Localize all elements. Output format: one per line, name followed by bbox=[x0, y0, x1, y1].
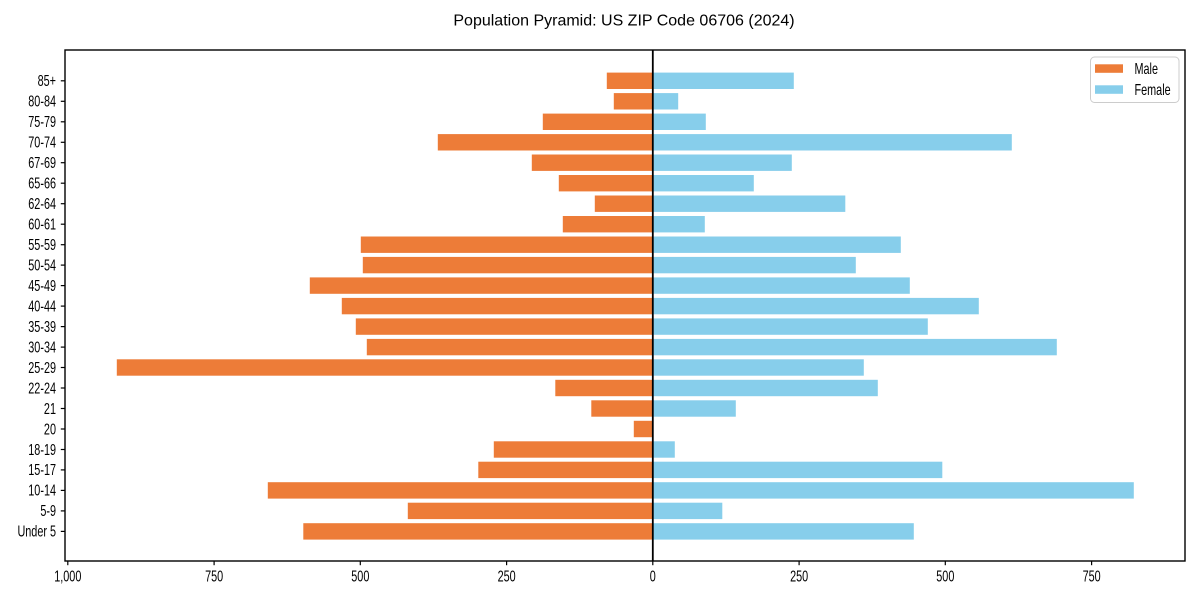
svg-text:Under 5: Under 5 bbox=[17, 523, 56, 540]
svg-text:45-49: 45-49 bbox=[28, 277, 56, 294]
svg-text:65-66: 65-66 bbox=[28, 175, 56, 192]
svg-text:Population Pyramid: US ZIP Cod: Population Pyramid: US ZIP Code 06706 (2… bbox=[453, 13, 794, 30]
svg-text:40-44: 40-44 bbox=[28, 297, 56, 314]
svg-text:750: 750 bbox=[1083, 567, 1101, 584]
svg-text:55-59: 55-59 bbox=[28, 236, 56, 253]
svg-text:10-14: 10-14 bbox=[28, 482, 56, 499]
svg-text:Female: Female bbox=[1135, 81, 1171, 98]
svg-text:62-64: 62-64 bbox=[28, 195, 56, 212]
svg-text:30-34: 30-34 bbox=[28, 338, 56, 355]
svg-text:75-79: 75-79 bbox=[28, 113, 56, 130]
svg-text:5-9: 5-9 bbox=[40, 502, 56, 519]
svg-text:80-84: 80-84 bbox=[28, 93, 56, 110]
svg-text:500: 500 bbox=[351, 567, 369, 584]
svg-text:70-74: 70-74 bbox=[28, 134, 56, 151]
svg-text:750: 750 bbox=[205, 567, 223, 584]
svg-text:20: 20 bbox=[44, 420, 56, 437]
svg-text:50-54: 50-54 bbox=[28, 256, 56, 273]
svg-text:60-61: 60-61 bbox=[28, 216, 56, 233]
svg-text:25-29: 25-29 bbox=[28, 359, 56, 376]
svg-text:18-19: 18-19 bbox=[28, 441, 56, 458]
svg-text:35-39: 35-39 bbox=[28, 318, 56, 335]
svg-text:250: 250 bbox=[498, 567, 516, 584]
svg-text:85+: 85+ bbox=[38, 72, 57, 89]
svg-text:1,000: 1,000 bbox=[54, 567, 81, 584]
svg-text:15-17: 15-17 bbox=[28, 461, 56, 478]
svg-text:500: 500 bbox=[936, 567, 954, 584]
svg-text:250: 250 bbox=[790, 567, 808, 584]
svg-text:67-69: 67-69 bbox=[28, 154, 56, 171]
svg-text:22-24: 22-24 bbox=[28, 379, 56, 396]
svg-text:0: 0 bbox=[650, 567, 656, 584]
svg-text:21: 21 bbox=[44, 400, 56, 417]
svg-text:Male: Male bbox=[1135, 60, 1158, 77]
